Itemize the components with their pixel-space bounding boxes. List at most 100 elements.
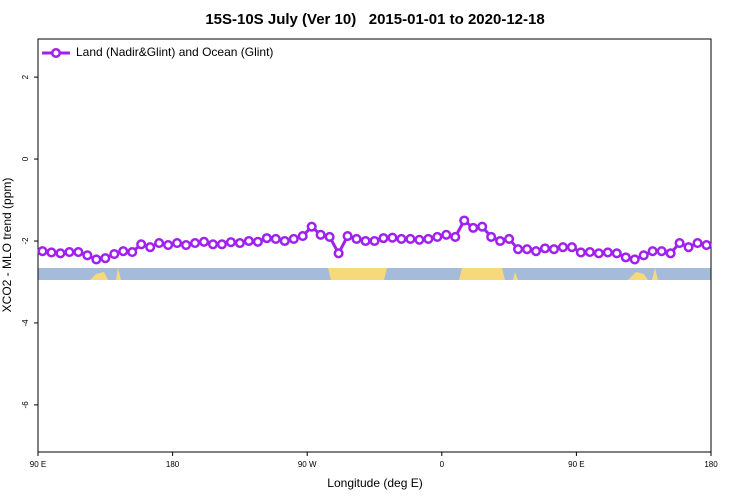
data-point bbox=[557, 242, 568, 253]
data-point bbox=[234, 237, 245, 249]
data-point bbox=[584, 247, 595, 258]
x-tick-label: 90 E bbox=[568, 460, 584, 469]
land-patch bbox=[328, 268, 387, 280]
data-point bbox=[441, 229, 452, 240]
data-point bbox=[324, 231, 335, 242]
data-point bbox=[279, 235, 290, 247]
land-patch bbox=[652, 268, 658, 280]
data-point bbox=[46, 247, 57, 258]
data-point bbox=[459, 215, 470, 226]
data-point bbox=[575, 247, 586, 258]
chart-title: 15S-10S July (Ver 10) 2015-01-01 to 2020… bbox=[205, 11, 544, 28]
data-point bbox=[521, 244, 533, 255]
land-patch bbox=[628, 272, 648, 280]
data-point bbox=[387, 232, 398, 243]
data-point bbox=[145, 242, 156, 253]
y-tick-label: -6 bbox=[21, 401, 30, 409]
x-axis-label: Longitude (deg E) bbox=[327, 476, 422, 490]
data-point bbox=[665, 248, 676, 259]
data-point bbox=[216, 239, 228, 250]
data-point bbox=[683, 242, 694, 253]
data-point bbox=[270, 233, 281, 244]
data-point bbox=[243, 235, 254, 247]
data-point bbox=[369, 235, 380, 247]
land-patch bbox=[116, 268, 121, 280]
data-point bbox=[154, 237, 165, 249]
data-point bbox=[602, 247, 613, 258]
data-point bbox=[315, 229, 326, 240]
data-point bbox=[701, 240, 712, 251]
data-point bbox=[288, 233, 299, 244]
data-point bbox=[539, 243, 551, 254]
data-point bbox=[172, 237, 183, 249]
data-point bbox=[82, 250, 93, 261]
data-point bbox=[486, 231, 497, 242]
data-point bbox=[504, 233, 515, 244]
data-point bbox=[189, 237, 201, 249]
data-point bbox=[396, 233, 407, 244]
data-point bbox=[530, 246, 542, 257]
data-point bbox=[252, 236, 263, 247]
x-tick-label: 90 W bbox=[298, 460, 317, 469]
legend: Land (Nadir&Glint) and Ocean (Glint) bbox=[40, 41, 290, 65]
data-point bbox=[306, 221, 317, 232]
x-tick-label: 180 bbox=[704, 460, 718, 469]
data-point bbox=[477, 221, 488, 232]
data-point bbox=[414, 234, 425, 245]
data-point bbox=[109, 249, 120, 260]
y-tick-label: -2 bbox=[21, 237, 30, 245]
legend-marker bbox=[50, 47, 62, 59]
data-point bbox=[495, 235, 506, 247]
land-patch bbox=[459, 268, 505, 280]
data-point bbox=[91, 254, 102, 265]
data-point bbox=[118, 246, 129, 257]
data-point bbox=[674, 237, 685, 249]
data-point bbox=[163, 240, 174, 251]
data-point bbox=[261, 233, 272, 244]
data-point bbox=[225, 237, 236, 248]
data-point bbox=[127, 247, 138, 258]
data-point bbox=[468, 222, 479, 233]
data-point bbox=[64, 247, 75, 258]
y-tick-label: -4 bbox=[21, 319, 30, 327]
data-point bbox=[548, 244, 560, 255]
y-tick-label: 0 bbox=[21, 156, 30, 161]
legend-label: Land (Nadir&Glint) and Ocean (Glint) bbox=[76, 45, 273, 59]
data-point bbox=[55, 248, 66, 259]
data-point bbox=[513, 244, 524, 255]
data-point bbox=[593, 248, 604, 259]
data-point bbox=[136, 239, 147, 250]
data-point bbox=[620, 252, 631, 263]
x-tick-label: 0 bbox=[440, 460, 445, 469]
data-point bbox=[566, 242, 577, 253]
data-point bbox=[629, 254, 640, 265]
data-point bbox=[450, 231, 461, 242]
data-point bbox=[37, 246, 48, 257]
data-point bbox=[647, 246, 658, 257]
data-point bbox=[692, 237, 703, 249]
data-point bbox=[207, 239, 219, 250]
data-point bbox=[333, 248, 344, 259]
x-tick-label: 90 E bbox=[30, 460, 46, 469]
data-point bbox=[100, 253, 111, 264]
data-point bbox=[297, 231, 308, 242]
data-point bbox=[405, 233, 416, 244]
y-tick-label: 2 bbox=[21, 74, 30, 79]
data-point bbox=[198, 236, 210, 247]
y-axis-label: XCO2 - MLO trend (ppm) bbox=[0, 178, 14, 313]
data-point bbox=[611, 248, 622, 259]
data-point bbox=[656, 246, 667, 257]
data-point bbox=[378, 233, 389, 244]
land-ocean-band bbox=[38, 268, 711, 280]
legend-box bbox=[40, 41, 290, 65]
data-point bbox=[360, 235, 371, 247]
data-point bbox=[638, 250, 649, 261]
data-point bbox=[351, 233, 362, 244]
data-point bbox=[432, 231, 443, 242]
data-point bbox=[423, 233, 434, 244]
data-point bbox=[342, 231, 353, 242]
x-tick-label: 180 bbox=[166, 460, 180, 469]
data-point bbox=[73, 247, 84, 258]
land-patch bbox=[513, 272, 518, 280]
